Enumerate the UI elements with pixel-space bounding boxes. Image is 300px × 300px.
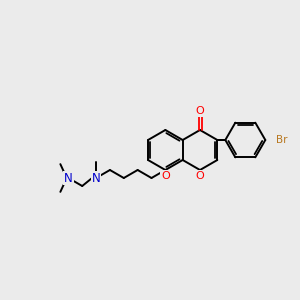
Text: Br: Br xyxy=(276,135,288,145)
Text: O: O xyxy=(161,171,170,181)
Text: N: N xyxy=(92,172,100,184)
Text: O: O xyxy=(196,106,204,116)
Text: N: N xyxy=(64,172,73,184)
Text: O: O xyxy=(196,171,204,181)
